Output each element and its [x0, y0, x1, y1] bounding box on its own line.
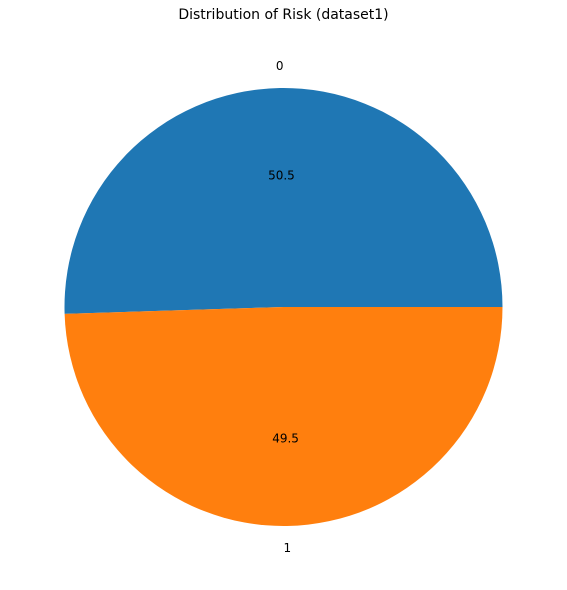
slice-label-1: 1 [283, 541, 291, 555]
pie-slice-1 [64, 307, 503, 526]
chart-title: Distribution of Risk (dataset1) [178, 7, 389, 23]
slice-label-0: 0 [276, 59, 284, 73]
pie-slice-0 [64, 87, 503, 314]
pie-labels: 0 50.5 1 49.5 [268, 59, 299, 555]
pie-slices [64, 87, 503, 526]
slice-value-label-1: 49.5 [272, 431, 299, 445]
slice-value-label-0: 50.5 [268, 169, 295, 183]
